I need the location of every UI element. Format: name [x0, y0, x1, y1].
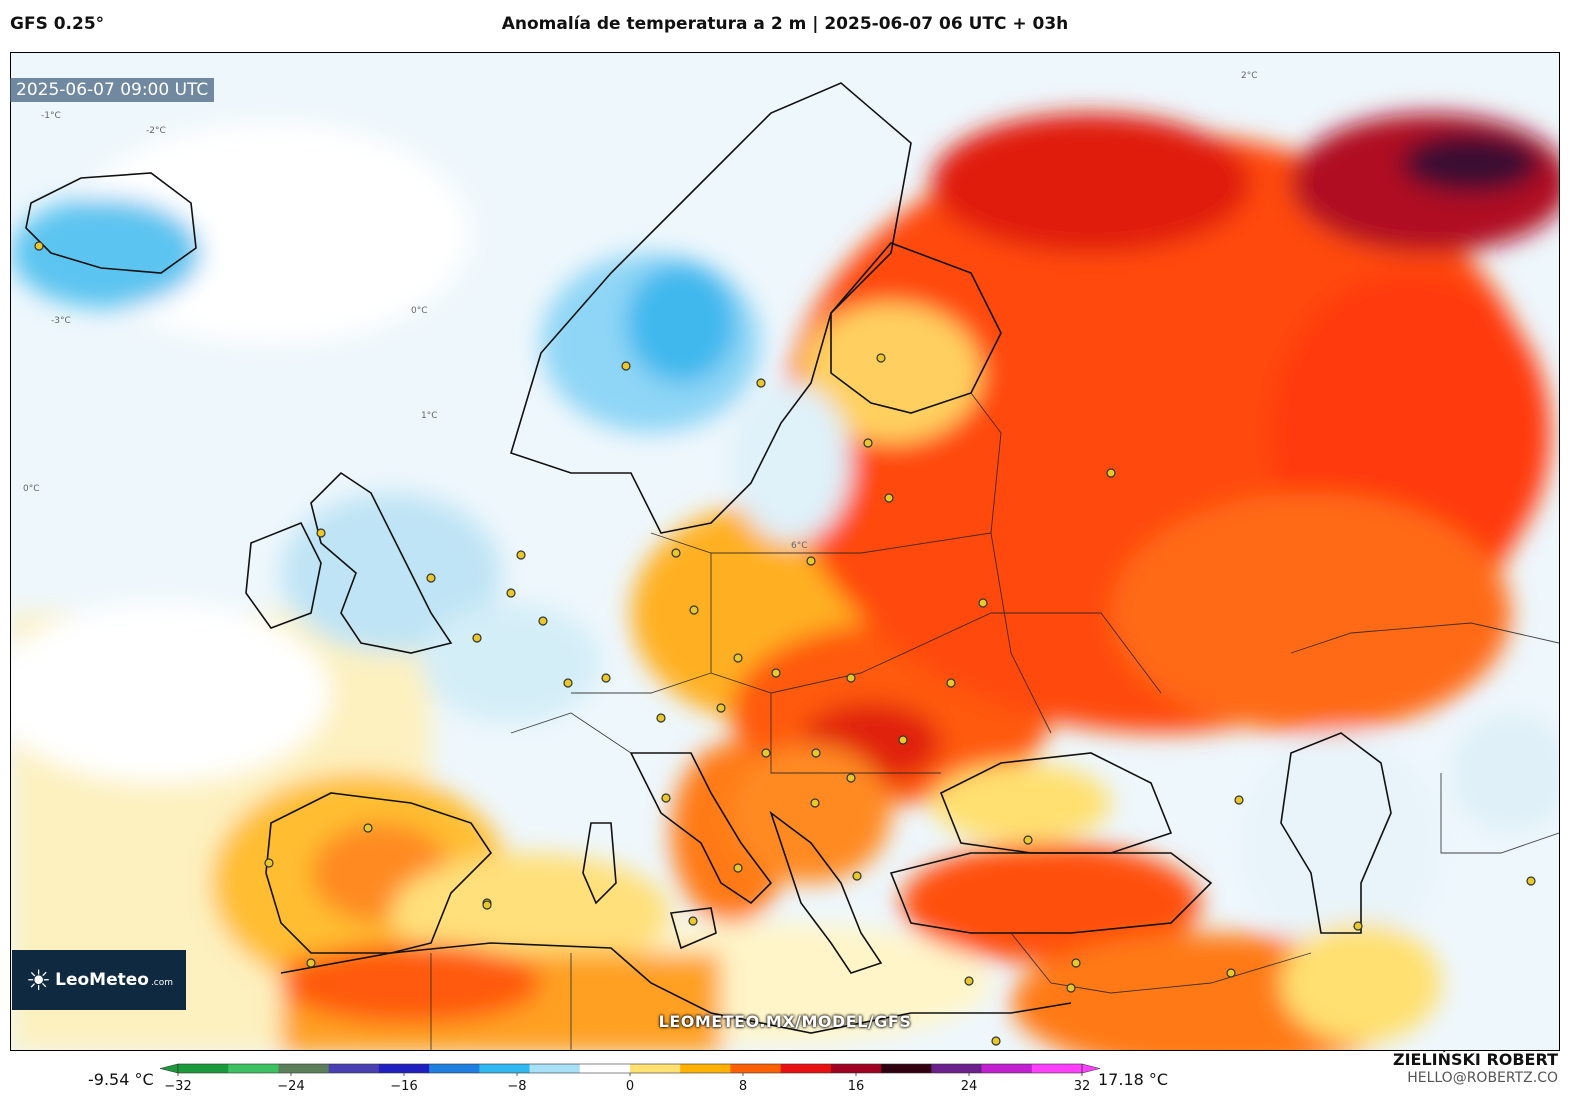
- author-name: ZIELIŃSKI ROBERT: [1392, 1050, 1558, 1069]
- colorbar-segment: [931, 1064, 983, 1073]
- author-email[interactable]: HELLO@ROBERTZ.CO: [1407, 1070, 1558, 1086]
- colorbar-segment: [1031, 1064, 1083, 1073]
- colorbar-tick-label: −16: [390, 1079, 417, 1094]
- logo-suffix: .com: [150, 978, 174, 988]
- colorbar-segment: [579, 1064, 631, 1073]
- colorbar-segment: [479, 1064, 531, 1073]
- colorbar-tick-label: 8: [739, 1079, 747, 1094]
- contour-label: 0°C: [23, 484, 40, 494]
- colorbar-segment: [529, 1064, 581, 1073]
- colorbar-segment: [228, 1064, 279, 1073]
- colorbar-segment: [378, 1064, 430, 1073]
- colorbar-segment: [328, 1064, 380, 1073]
- colorbar-tick-label: 32: [1074, 1079, 1091, 1094]
- anomaly-map: -1°C -2°C -3°C 0°C 1°C 2°C 6°C 0°C: [11, 53, 1559, 1050]
- colorbar-segment: [178, 1064, 229, 1073]
- colorbar-tick-label: 0: [626, 1079, 634, 1094]
- colorbar-tick-label: −32: [164, 1079, 191, 1094]
- colorbar-min-arrow: [159, 1063, 179, 1074]
- sun-icon: ☀: [26, 963, 52, 997]
- contour-labels: -1°C -2°C -3°C 0°C 1°C 2°C 6°C 0°C: [23, 71, 1258, 551]
- model-name: GFS 0.25°: [10, 14, 105, 34]
- contour-label: 0°C: [411, 306, 428, 316]
- map-title: Anomalía de temperatura a 2 m | 2025-06-…: [501, 14, 1069, 34]
- colorbar-segment: [429, 1064, 480, 1073]
- watermark-url: LEOMETEO.MX/MODEL/GFS: [658, 1012, 912, 1031]
- contour-label: -1°C: [41, 111, 61, 121]
- author-credit: ZIELIŃSKI ROBERT HELLO@ROBERTZ.CO: [1393, 1050, 1558, 1086]
- colorbar-segment: [680, 1064, 731, 1073]
- colorbar-segment: [981, 1064, 1033, 1073]
- colorbar-tick-label: 24: [961, 1079, 978, 1094]
- map-area[interactable]: -1°C -2°C -3°C 0°C 1°C 2°C 6°C 0°C: [10, 52, 1560, 1051]
- contour-label: 2°C: [1241, 71, 1258, 81]
- contour-label: 1°C: [421, 411, 438, 421]
- contour-label: 6°C: [791, 541, 808, 551]
- colorbar-max-label: 17.18 °C: [1098, 1070, 1169, 1089]
- colorbar-segment: [730, 1064, 782, 1073]
- contour-label: -2°C: [146, 126, 166, 136]
- colorbar-tick-label: −24: [277, 1079, 304, 1094]
- valid-time-badge: 2025-06-07 09:00 UTC: [10, 78, 215, 102]
- colorbar-segment: [830, 1064, 882, 1073]
- colorbar-tick-label: −8: [507, 1079, 526, 1094]
- colorbar: −32 −24 −16 −8 0 8 16 24 32: [159, 1062, 1101, 1102]
- colorbar-tick-label: 16: [848, 1079, 865, 1094]
- colorbar-segment: [780, 1064, 832, 1073]
- colorbar-segment: [881, 1064, 932, 1073]
- logo-name: LeoMeteo: [55, 970, 149, 990]
- contour-label: -3°C: [51, 316, 71, 326]
- colorbar-svg: −32 −24 −16 −8 0 8 16 24 32: [159, 1063, 1101, 1094]
- leometeo-logo[interactable]: ☀ LeoMeteo .com: [12, 950, 186, 1010]
- colorbar-min-label: -9.54 °C: [88, 1070, 154, 1089]
- city-markers: [34, 241, 1536, 1046]
- colorbar-segment: [278, 1064, 330, 1073]
- colorbar-segment: [630, 1064, 681, 1073]
- country-borders: [430, 392, 1559, 1050]
